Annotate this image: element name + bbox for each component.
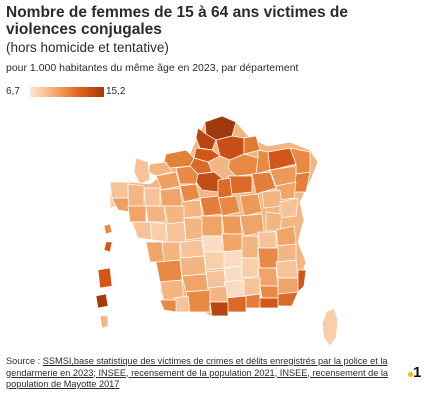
- dept-nievre: [221, 215, 243, 235]
- dept-gers: [173, 295, 191, 313]
- franceinfo-logo: 1: [408, 364, 424, 381]
- dept-vienne: [165, 221, 187, 243]
- dept-haute-vienne: [179, 239, 205, 259]
- map-subtitle: (hors homicide et tentative): [6, 40, 169, 55]
- dept-loire: [241, 235, 259, 259]
- logo-dot-icon: [408, 372, 413, 377]
- dept-alpes-maritimes: [297, 269, 307, 293]
- dept-manche: [133, 157, 151, 185]
- dept-seine-et-marne: [217, 177, 233, 199]
- dept-haute-saone: [261, 189, 283, 209]
- dept-haut-rhin: [293, 171, 311, 193]
- dept-gironde: [155, 259, 183, 283]
- dept-alpes-hte-provence: [277, 277, 299, 295]
- dept-correze: [203, 251, 225, 271]
- legend-min-label: 6,7: [6, 86, 20, 97]
- dept-cantal: [223, 265, 243, 283]
- dept-seine-maritime: [163, 149, 195, 169]
- dept-haute-marne: [251, 171, 277, 195]
- overseas-mayotte: [99, 315, 109, 329]
- overseas-guadeloupe: [103, 223, 113, 235]
- france-department-map: [95, 115, 339, 347]
- legend-gradient-bar: [30, 87, 104, 97]
- dept-loiret: [199, 195, 223, 217]
- dept-vaucluse: [259, 285, 279, 299]
- dept-lozere-ardeche: [243, 277, 261, 297]
- dept-haute-loire: [241, 257, 259, 279]
- dept-gard: [243, 293, 261, 309]
- dept-meuse: [255, 149, 271, 175]
- dept-var: [277, 291, 299, 307]
- color-legend: 6,7 15,2: [6, 85, 136, 99]
- dept-allier: [221, 233, 243, 253]
- dept-deux-sevres: [149, 221, 167, 243]
- dept-ille-et-vilaine: [127, 183, 145, 207]
- dept-puy-de-dome: [221, 249, 243, 269]
- dept-haute-savoie: [275, 225, 297, 247]
- dept-hautes-alpes: [275, 259, 299, 279]
- dept-savoie: [275, 243, 297, 263]
- dept-charente-maritime: [145, 241, 165, 263]
- dept-bouches-du-rhone: [257, 297, 279, 309]
- dept-eure: [175, 165, 199, 185]
- dept-maine-et-loire: [145, 205, 167, 223]
- dept-lot: [205, 269, 227, 289]
- legend-max-label: 15,2: [106, 86, 126, 97]
- dept-rhone-isere: [257, 247, 279, 269]
- dept-charente: [161, 241, 181, 263]
- dept-drome: [257, 267, 279, 287]
- map-caption: pour 1.000 habitantes du même âge en 202…: [6, 62, 299, 74]
- map-title: Nombre de femmes de 15 à 64 ans victimes…: [6, 4, 349, 38]
- dept-ain: [257, 231, 277, 249]
- overseas-reunion: [95, 293, 109, 309]
- dept-pyrenees-atlantiques: [159, 299, 177, 313]
- dept-cotes-darmor: [109, 181, 129, 199]
- source-link[interactable]: SSMSI,base statistique des victimes de c…: [6, 356, 389, 389]
- dept-indre: [183, 217, 203, 241]
- dept-ardennes: [243, 135, 261, 155]
- dept-vendee: [131, 221, 153, 241]
- dept-lot-et-garonne: [181, 273, 209, 293]
- dept-somme: [193, 147, 221, 163]
- dept-doubs: [279, 197, 299, 219]
- dept-herault: [225, 295, 247, 313]
- dept-moselle: [267, 147, 297, 171]
- dept-aude-pyr-orientales: [209, 301, 229, 317]
- corsica: [321, 307, 339, 347]
- source-note: Source : SSMSI,base statistique des vict…: [6, 356, 404, 391]
- dept-cote-dor: [239, 193, 263, 217]
- dept-sarthe: [159, 187, 183, 207]
- dept-dordogne: [179, 255, 207, 277]
- source-prefix: Source :: [6, 356, 43, 366]
- dept-loire-atlantique: [127, 205, 147, 223]
- overseas-guyane: [97, 267, 113, 289]
- dept-mayenne: [143, 187, 161, 207]
- dept-cher: [199, 215, 223, 237]
- dept-tarn: [207, 285, 229, 303]
- dept-creuse: [201, 235, 223, 253]
- logo-number: 1: [413, 364, 422, 381]
- overseas-martinique: [103, 241, 113, 253]
